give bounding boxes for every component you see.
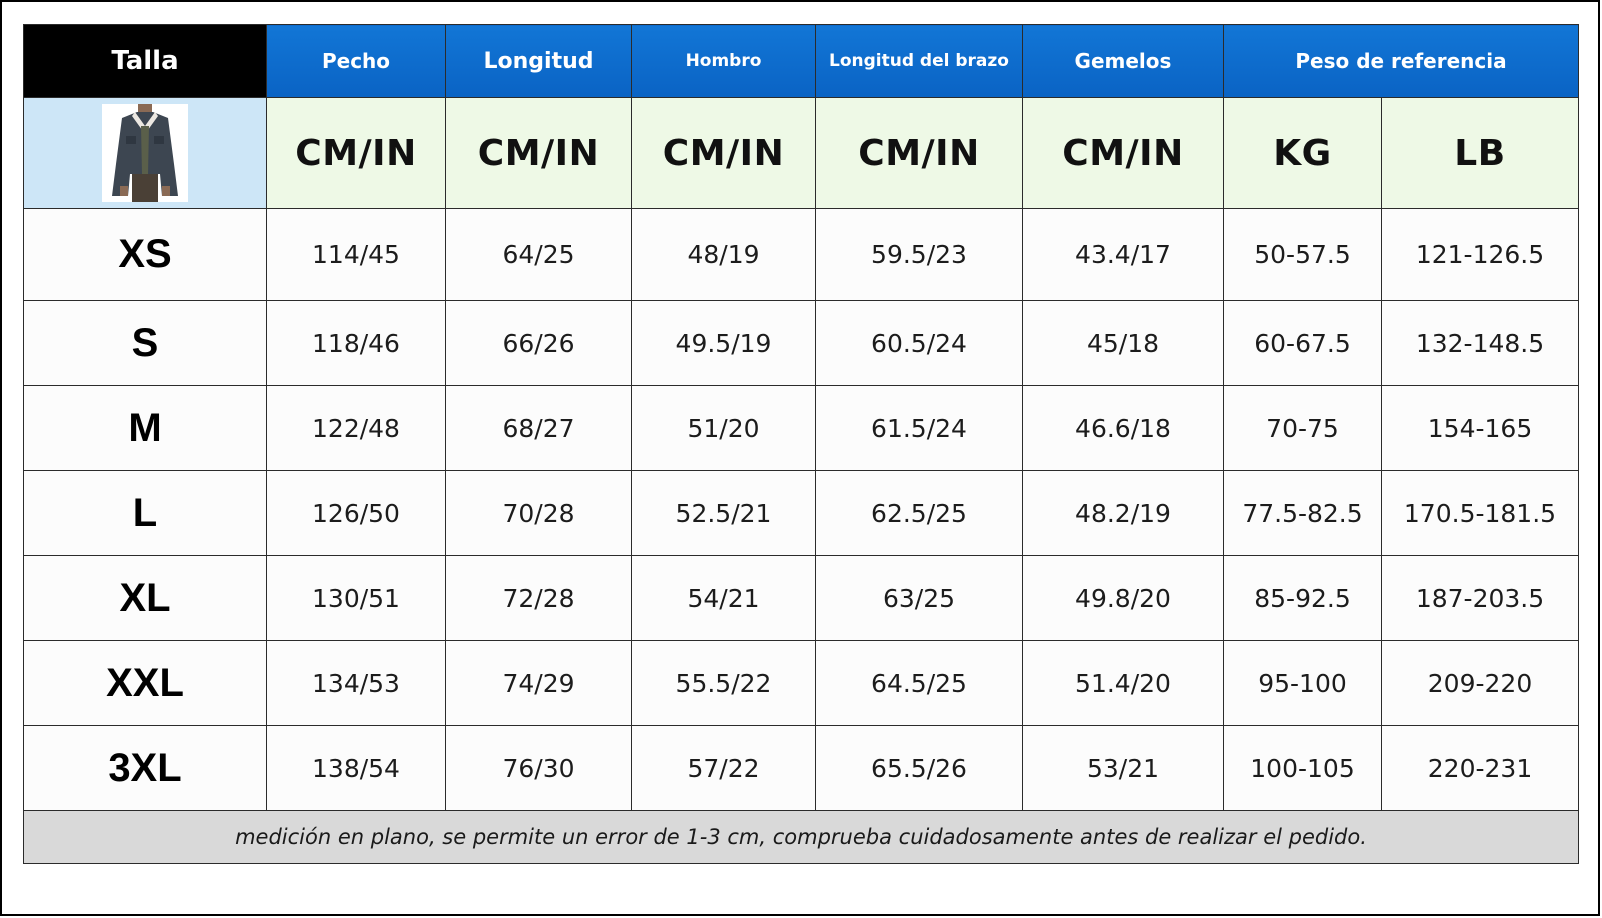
weight-kg-value: 50-57.5 xyxy=(1223,208,1382,301)
shoulder-value: 52.5/21 xyxy=(631,470,816,556)
chest-value: 130/51 xyxy=(266,555,446,641)
header-shoulder: Hombro xyxy=(631,24,816,98)
weight-lb-value: 209-220 xyxy=(1381,640,1579,726)
shoulder-value: 49.5/19 xyxy=(631,300,816,386)
calves-value: 45/18 xyxy=(1022,300,1224,386)
shoulder-value: 57/22 xyxy=(631,725,816,811)
chest-value: 118/46 xyxy=(266,300,446,386)
chest-value: 126/50 xyxy=(266,470,446,556)
table-row: XL 130/51 72/28 54/21 63/25 49.8/20 85-9… xyxy=(23,555,1579,641)
weight-lb-value: 154-165 xyxy=(1381,385,1579,471)
weight-kg-value: 77.5-82.5 xyxy=(1223,470,1382,556)
jacket-icon xyxy=(102,104,188,202)
shoulder-value: 55.5/22 xyxy=(631,640,816,726)
weight-kg-value: 95-100 xyxy=(1223,640,1382,726)
header-sleeve-length: Longitud del brazo xyxy=(815,24,1023,98)
measurement-note: medición en plano, se permite un error d… xyxy=(23,810,1579,864)
calves-value: 46.6/18 xyxy=(1022,385,1224,471)
header-length: Longitud xyxy=(445,24,632,98)
weight-lb-value: 220-231 xyxy=(1381,725,1579,811)
size-label: XS xyxy=(23,208,267,301)
header-calves: Gemelos xyxy=(1022,24,1224,98)
weight-kg-value: 85-92.5 xyxy=(1223,555,1382,641)
unit-chest: CM/IN xyxy=(266,97,446,209)
weight-lb-value: 170.5-181.5 xyxy=(1381,470,1579,556)
length-value: 76/30 xyxy=(445,725,632,811)
unit-weight-kg: KG xyxy=(1223,97,1382,209)
sleeve-length-value: 65.5/26 xyxy=(815,725,1023,811)
shoulder-value: 48/19 xyxy=(631,208,816,301)
table-row: L 126/50 70/28 52.5/21 62.5/25 48.2/19 7… xyxy=(23,470,1579,556)
table-row: S 118/46 66/26 49.5/19 60.5/24 45/18 60-… xyxy=(23,300,1579,386)
unit-sleeve-length: CM/IN xyxy=(815,97,1023,209)
sleeve-length-value: 62.5/25 xyxy=(815,470,1023,556)
chest-value: 138/54 xyxy=(266,725,446,811)
shoulder-value: 51/20 xyxy=(631,385,816,471)
sleeve-length-value: 64.5/25 xyxy=(815,640,1023,726)
length-value: 74/29 xyxy=(445,640,632,726)
calves-value: 48.2/19 xyxy=(1022,470,1224,556)
table-row: XXL 134/53 74/29 55.5/22 64.5/25 51.4/20… xyxy=(23,640,1579,726)
table-row: 3XL 138/54 76/30 57/22 65.5/26 53/21 100… xyxy=(23,725,1579,811)
length-value: 70/28 xyxy=(445,470,632,556)
unit-weight-lb: LB xyxy=(1381,97,1579,209)
table-row: XS 114/45 64/25 48/19 59.5/23 43.4/17 50… xyxy=(23,208,1579,301)
product-photo-cell xyxy=(23,97,267,209)
header-row: Talla Pecho Longitud Hombro Longitud del… xyxy=(23,24,1579,98)
length-value: 68/27 xyxy=(445,385,632,471)
calves-value: 43.4/17 xyxy=(1022,208,1224,301)
size-label: M xyxy=(23,385,267,471)
calves-value: 51.4/20 xyxy=(1022,640,1224,726)
sleeve-length-value: 59.5/23 xyxy=(815,208,1023,301)
calves-value: 49.8/20 xyxy=(1022,555,1224,641)
weight-kg-value: 70-75 xyxy=(1223,385,1382,471)
size-label: XL xyxy=(23,555,267,641)
size-chart-table: Talla Pecho Longitud Hombro Longitud del… xyxy=(23,24,1579,864)
unit-length: CM/IN xyxy=(445,97,632,209)
weight-kg-value: 60-67.5 xyxy=(1223,300,1382,386)
sleeve-length-value: 63/25 xyxy=(815,555,1023,641)
table-row: M 122/48 68/27 51/20 61.5/24 46.6/18 70-… xyxy=(23,385,1579,471)
weight-lb-value: 187-203.5 xyxy=(1381,555,1579,641)
unit-shoulder: CM/IN xyxy=(631,97,816,209)
shoulder-value: 54/21 xyxy=(631,555,816,641)
size-label: 3XL xyxy=(23,725,267,811)
jacket-photo xyxy=(102,104,188,202)
sleeve-length-value: 61.5/24 xyxy=(815,385,1023,471)
footnote-row: medición en plano, se permite un error d… xyxy=(23,810,1579,864)
chest-value: 122/48 xyxy=(266,385,446,471)
unit-calves: CM/IN xyxy=(1022,97,1224,209)
size-label: S xyxy=(23,300,267,386)
weight-lb-value: 121-126.5 xyxy=(1381,208,1579,301)
size-label: XXL xyxy=(23,640,267,726)
length-value: 64/25 xyxy=(445,208,632,301)
length-value: 72/28 xyxy=(445,555,632,641)
sleeve-length-value: 60.5/24 xyxy=(815,300,1023,386)
header-reference-weight: Peso de referencia xyxy=(1223,24,1579,98)
weight-kg-value: 100-105 xyxy=(1223,725,1382,811)
units-row: CM/IN CM/IN CM/IN CM/IN CM/IN KG LB xyxy=(23,97,1579,209)
calves-value: 53/21 xyxy=(1022,725,1224,811)
size-label: L xyxy=(23,470,267,556)
chest-value: 134/53 xyxy=(266,640,446,726)
length-value: 66/26 xyxy=(445,300,632,386)
chest-value: 114/45 xyxy=(266,208,446,301)
weight-lb-value: 132-148.5 xyxy=(1381,300,1579,386)
header-size: Talla xyxy=(23,24,267,98)
header-chest: Pecho xyxy=(266,24,446,98)
